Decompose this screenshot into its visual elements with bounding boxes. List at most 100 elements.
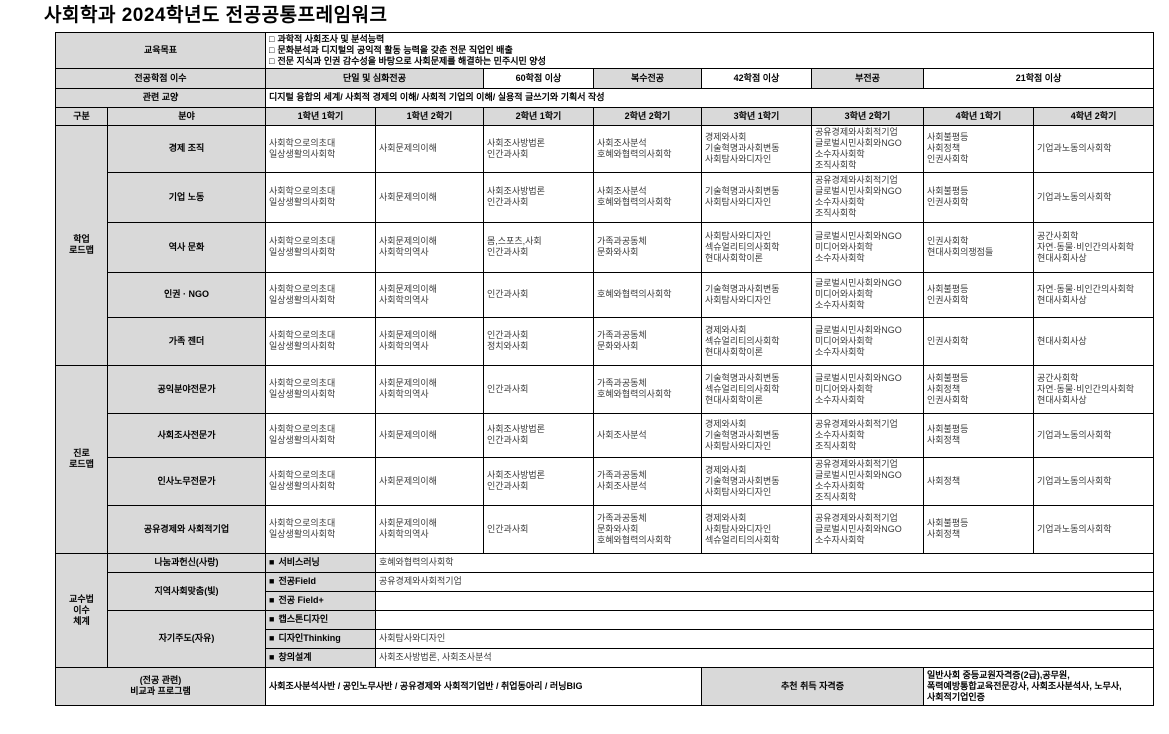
course-name: 기술혁명과사회변동 — [705, 429, 780, 440]
course-name: 사회조사방법론 — [487, 424, 545, 435]
course-name: 미디어와사회학 — [815, 335, 873, 346]
course-name: 사회학으로의초대 — [269, 186, 336, 197]
course-name: 사회학으로의초대 — [269, 330, 336, 341]
course-name: 사회문제의이해 — [379, 330, 437, 341]
course-cell: 사회학으로의초대 일상생활의사회학 — [265, 271, 376, 318]
field-name: 인사노무전문가 — [107, 456, 266, 506]
checkbox-icon: □ — [269, 55, 275, 66]
course-name: 글로벌시민사회와NGO — [815, 137, 902, 148]
course-cell: 사회불평등 사회정책 — [923, 504, 1034, 554]
field-name: 역사 문화 — [107, 221, 266, 273]
course-name: 일상생활의사회학 — [269, 341, 336, 352]
course-cell: 호혜와협력의사회학 — [593, 271, 702, 318]
course-cell: 사회불평등 인권사회학 — [923, 171, 1034, 223]
course-name: 일상생활의사회학 — [269, 529, 336, 540]
course-name: 사회불평등 — [927, 283, 969, 294]
course-name: 현대사회학이론 — [705, 346, 763, 357]
course-name: 인간과사회 — [487, 435, 529, 446]
course-name: 사회학으로의초대 — [269, 378, 336, 389]
group-label-line-1: 진로 — [73, 448, 90, 459]
course-name: 글로벌시민사회와NGO — [815, 230, 902, 241]
course-name: 일상생활의사회학 — [269, 481, 336, 492]
course-cell: 사회불평등 사회정책 인권사회학 — [923, 124, 1034, 173]
course-name: 사회탐사와디자인 — [705, 486, 772, 497]
table-row: 사회조사전문가 사회학으로의초대 일상생활의사회학 사회문제의이해 사회조사방법론… — [56, 412, 1155, 458]
table-row: 학업 로드맵 경제 조직 사회학으로의초대 일상생활의사회학 사회문제의이해 사회… — [55, 124, 1155, 366]
course-name: 가족과공동체 — [597, 236, 647, 247]
course-cell: 기업과노동의사회학 — [1032, 412, 1155, 458]
course-cell: 가족과공동체 문화와사회 — [593, 316, 702, 366]
square-bullet-icon: ■ — [269, 614, 275, 625]
course-cell: 공간사회학 자연·동물·비인간의사회학 현대사회사상 — [1032, 364, 1155, 414]
course-cell: 가족과공동체 호혜와협력의사회학 — [593, 364, 702, 414]
teaching-courses-creative-design: 사회조사방법론, 사회조사분석 — [374, 647, 1155, 668]
course-name: 소수자사회학 — [815, 346, 865, 357]
course-name: 일상생활의사회학 — [269, 247, 336, 258]
course-name: 호혜와협력의사회학 — [597, 534, 672, 545]
course-name: 인간과사회 — [487, 481, 529, 492]
square-bullet-icon: ■ — [269, 633, 275, 644]
course-name: 사회학의역사 — [379, 341, 429, 352]
course-name: 사회불평등 — [927, 132, 969, 143]
goals-row: 교육목표 □ 과학적 사회조사 및 분석능력 □ 문화분석과 디지털의 공익적 활동… — [55, 31, 1155, 69]
course-cell: 인권사회학 — [923, 316, 1034, 366]
header-y4s1: 4학년 1학기 — [923, 106, 1034, 126]
course-cell: 글로벌시민사회와NGO 미디어와사회학 소수자사회학 — [811, 271, 924, 318]
course-name: 기술혁명과사회변동 — [705, 372, 780, 383]
course-name: 인권사회학 — [927, 197, 969, 208]
course-name: 현대사회의쟁점들 — [927, 247, 994, 258]
table-row: 공유경제와 사회적기업 사회학으로의초대 일상생활의사회학 사회문제의이해 사회학의… — [56, 504, 1155, 554]
course-cell: 사회조사분석 — [593, 412, 702, 458]
group-label-line-1: 학업 — [73, 234, 90, 245]
course-cell: 공유경제와사회적기업 글로벌시민사회와NGO 소수자사회학 조직사회학 — [811, 124, 924, 173]
header-y4s2: 4학년 2학기 — [1032, 106, 1155, 126]
course-cell: 공유경제와사회적기업 글로벌시민사회와NGO 소수자사회학 조직사회학 — [811, 171, 924, 223]
course-name: 조직사회학 — [815, 492, 857, 503]
course-cell: 사회조사분석 호혜와협력의사회학 — [593, 124, 702, 173]
course-name: 기업과노동의사회학 — [1037, 475, 1112, 486]
course-cell: 사회학으로의초대 일상생활의사회학 — [265, 456, 376, 506]
goal-item-3: □ 전문 지식과 인권 감수성을 바탕으로 사회문제를 해결하는 민주시민 양성 — [269, 56, 1150, 67]
course-cell: 글로벌시민사회와NGO 미디어와사회학 소수자사회학 — [811, 221, 924, 273]
table-row: 기업 노동 사회학으로의초대 일상생활의사회학 사회문제의이해 사회조사방법론 인간… — [56, 171, 1155, 223]
course-name: 조직사회학 — [815, 440, 857, 451]
course-cell: 사회학으로의초대 일상생활의사회학 — [265, 412, 376, 458]
field-name: 경제 조직 — [107, 124, 266, 173]
extracurricular-label-line-1: (전공 관련) — [139, 675, 182, 686]
course-cell: 공유경제와사회적기업 글로벌시민사회와NGO 소수자사회학 조직사회학 — [811, 456, 924, 506]
header-gubun: 구분 — [55, 106, 108, 126]
course-name: 사회조사분석 — [597, 186, 647, 197]
header-y1s2: 1학년 2학기 — [375, 106, 484, 126]
course-name: 일상생활의사회학 — [269, 389, 336, 400]
course-name: 사회학으로의초대 — [269, 283, 336, 294]
course-cell: 사회문제의이해 — [375, 456, 484, 506]
teaching-method-label: 서비스러닝 — [278, 557, 320, 568]
table-row: 진로 로드맵 공익분야전문가 사회학으로의초대 일상생활의사회학 사회문제의이해 사… — [55, 364, 1155, 554]
course-name: 호혜와협력의사회학 — [597, 197, 672, 208]
course-name: 조직사회학 — [815, 208, 857, 219]
course-name: 사회조사분석 — [597, 429, 647, 440]
course-name: 소수자사회학 — [815, 394, 865, 405]
course-cell: 사회문제의이해 사회학의역사 — [375, 504, 484, 554]
certificate-value: 일반사회 중등교원자격증(2급),공무원, 폭력예방통합교육전문강사, 사회조사… — [922, 666, 1155, 706]
teaching-method-label: 전공Field — [278, 576, 316, 587]
course-name: 공유경제와사회적기업 — [815, 459, 898, 470]
header-y2s1: 2학년 1학기 — [483, 106, 594, 126]
course-name: 기술혁명과사회변동 — [705, 186, 780, 197]
course-name: 공간사회학 — [1037, 230, 1079, 241]
course-name: 미디어와사회학 — [815, 241, 873, 252]
teaching-row-major-field-plus: ■ 전공 Field+ — [56, 590, 1155, 611]
group-label-line-2: 로드맵 — [69, 459, 94, 470]
course-name: 사회탐사와디자인 — [705, 154, 772, 165]
square-bullet-icon: ■ — [269, 652, 275, 663]
course-name: 사회학의역사 — [379, 247, 429, 258]
course-cell: 기업과노동의사회학 — [1032, 456, 1155, 506]
course-name: 소수자사회학 — [815, 534, 865, 545]
course-cell: 사회조사방법론 인간과사회 — [483, 124, 594, 173]
course-cell: 사회문제의이해 사회학의역사 — [375, 221, 484, 273]
course-name: 인간과사회 — [487, 330, 529, 341]
field-name: 공유경제와 사회적기업 — [107, 504, 266, 554]
header-y2s2: 2학년 2학기 — [593, 106, 702, 126]
course-name: 글로벌시민사회와NGO — [815, 186, 902, 197]
